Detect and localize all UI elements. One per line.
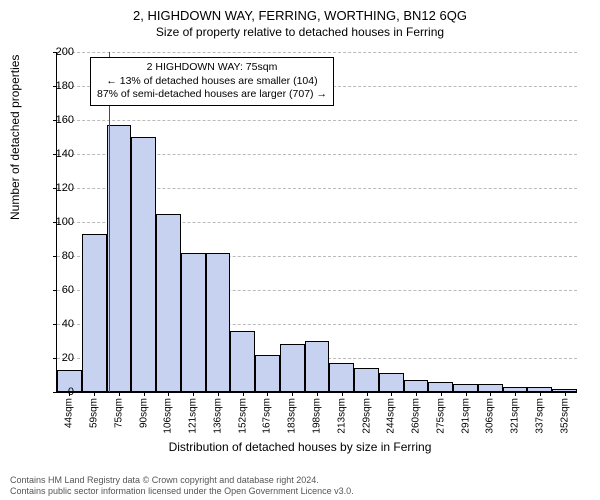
ytick-label: 140 bbox=[44, 148, 74, 160]
xtick-mark bbox=[416, 392, 417, 396]
footer: Contains HM Land Registry data © Crown c… bbox=[10, 475, 354, 498]
bar bbox=[131, 137, 156, 392]
bar bbox=[181, 253, 206, 392]
xtick-mark bbox=[342, 392, 343, 396]
xtick-mark bbox=[292, 392, 293, 396]
xtick-label: 198sqm bbox=[311, 398, 322, 434]
xtick-mark bbox=[540, 392, 541, 396]
xtick-mark bbox=[466, 392, 467, 396]
xtick-mark bbox=[367, 392, 368, 396]
ytick-label: 80 bbox=[44, 250, 74, 262]
xtick-label: 275sqm bbox=[435, 398, 446, 434]
xtick-mark bbox=[193, 392, 194, 396]
ytick-label: 100 bbox=[44, 216, 74, 228]
xtick-mark bbox=[441, 392, 442, 396]
annotation-line3: 87% of semi-detached houses are larger (… bbox=[97, 88, 327, 102]
bar bbox=[280, 344, 305, 392]
xtick-label: 183sqm bbox=[287, 398, 298, 434]
xtick-mark bbox=[119, 392, 120, 396]
bar bbox=[379, 373, 404, 392]
xtick-label: 106sqm bbox=[163, 398, 174, 434]
ytick-label: 160 bbox=[44, 114, 74, 126]
xtick-label: 44sqm bbox=[64, 398, 75, 428]
xtick-mark bbox=[243, 392, 244, 396]
xtick-mark bbox=[144, 392, 145, 396]
ytick-label: 20 bbox=[44, 352, 74, 364]
annotation-line1: 2 HIGHDOWN WAY: 75sqm bbox=[97, 61, 327, 75]
xtick-label: 121sqm bbox=[188, 398, 199, 434]
xtick-label: 260sqm bbox=[411, 398, 422, 434]
xtick-label: 306sqm bbox=[485, 398, 496, 434]
xtick-mark bbox=[218, 392, 219, 396]
bar bbox=[453, 384, 478, 393]
xtick-label: 59sqm bbox=[89, 398, 100, 428]
ytick-label: 200 bbox=[44, 46, 74, 58]
bar bbox=[305, 341, 330, 392]
x-axis-label: Distribution of detached houses by size … bbox=[0, 440, 600, 454]
grid-line bbox=[57, 120, 577, 122]
xtick-label: 152sqm bbox=[237, 398, 248, 434]
xtick-label: 244sqm bbox=[386, 398, 397, 434]
ytick-label: 120 bbox=[44, 182, 74, 194]
bar bbox=[428, 382, 453, 392]
ytick-label: 180 bbox=[44, 80, 74, 92]
y-axis-label: Number of detached properties bbox=[8, 55, 22, 220]
bar bbox=[206, 253, 231, 392]
xtick-mark bbox=[317, 392, 318, 396]
bar bbox=[329, 363, 354, 392]
xtick-mark bbox=[94, 392, 95, 396]
chart-subtitle: Size of property relative to detached ho… bbox=[0, 25, 600, 39]
bar bbox=[82, 234, 107, 392]
xtick-label: 167sqm bbox=[262, 398, 273, 434]
xtick-mark bbox=[168, 392, 169, 396]
annotation-line2: ← 13% of detached houses are smaller (10… bbox=[97, 75, 327, 89]
grid-line bbox=[57, 52, 577, 54]
xtick-mark bbox=[267, 392, 268, 396]
ytick-label: 60 bbox=[44, 284, 74, 296]
bar bbox=[354, 368, 379, 392]
footer-line1: Contains HM Land Registry data © Crown c… bbox=[10, 475, 354, 486]
chart-container: 2, HIGHDOWN WAY, FERRING, WORTHING, BN12… bbox=[0, 0, 600, 500]
xtick-label: 213sqm bbox=[336, 398, 347, 434]
ytick-label: 0 bbox=[44, 386, 74, 398]
xtick-label: 352sqm bbox=[559, 398, 570, 434]
xtick-label: 291sqm bbox=[460, 398, 471, 434]
xtick-label: 337sqm bbox=[534, 398, 545, 434]
bar bbox=[478, 384, 503, 393]
footer-line2: Contains public sector information licen… bbox=[10, 486, 354, 497]
chart-title: 2, HIGHDOWN WAY, FERRING, WORTHING, BN12… bbox=[0, 0, 600, 23]
annotation-box: 2 HIGHDOWN WAY: 75sqm ← 13% of detached … bbox=[90, 57, 334, 106]
xtick-mark bbox=[515, 392, 516, 396]
xtick-label: 321sqm bbox=[510, 398, 521, 434]
bar bbox=[156, 214, 181, 393]
xtick-label: 136sqm bbox=[212, 398, 223, 434]
xtick-label: 90sqm bbox=[138, 398, 149, 428]
ytick-label: 40 bbox=[44, 318, 74, 330]
bar bbox=[107, 125, 132, 392]
xtick-mark bbox=[565, 392, 566, 396]
xtick-mark bbox=[490, 392, 491, 396]
xtick-label: 229sqm bbox=[361, 398, 372, 434]
bar bbox=[404, 380, 429, 392]
xtick-mark bbox=[391, 392, 392, 396]
bar bbox=[230, 331, 255, 392]
bar bbox=[255, 355, 280, 392]
xtick-label: 75sqm bbox=[113, 398, 124, 428]
